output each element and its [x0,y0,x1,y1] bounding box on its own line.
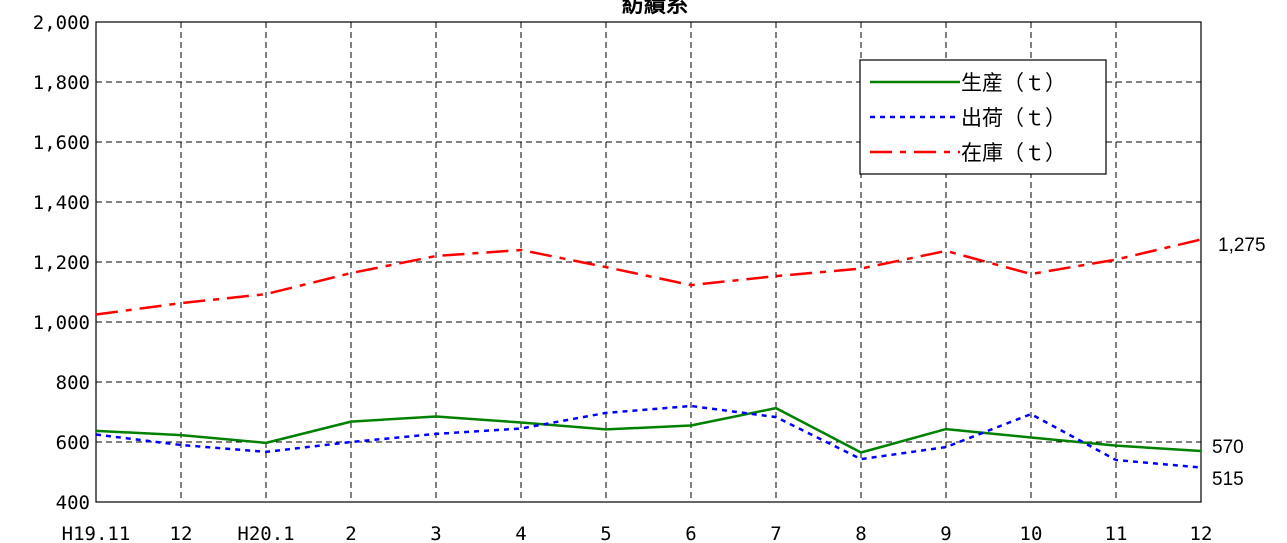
y-tick-label: 800 [56,372,90,394]
y-tick-label: 400 [56,492,90,514]
chart-title: 紡績糸 [622,0,688,18]
legend-label: 在庫（ｔ） [961,141,1066,165]
x-tick-label: 12 [170,523,193,543]
end-value-label: 1,275 [1218,235,1266,256]
x-tick-label: H20.1 [237,523,294,543]
series-lines [95,238,1202,469]
y-tick-label: 2,000 [33,12,90,34]
x-tick-label: 10 [1020,523,1043,543]
x-tick-label: 3 [430,523,441,543]
y-tick-label: 1,600 [33,132,90,154]
plot-border [95,21,1202,503]
y-axis-ticks: 400 600 800 1,000 1,200 1,400 1,600 1,800 2,000 [33,12,90,514]
y-tick-label: 1,000 [33,312,90,334]
y-tick-label: 1,200 [33,252,90,274]
grid-lines [96,22,1201,502]
x-tick-label: 12 [1190,523,1213,543]
legend-label: 生産（ｔ） [961,71,1066,95]
x-tick-label: 6 [685,523,696,543]
x-tick-label: 11 [1105,523,1128,543]
y-tick-label: 1,400 [33,192,90,214]
x-tick-label: 2 [345,523,356,543]
legend-label: 出荷（ｔ） [961,106,1066,130]
series-line-1 [95,406,1202,454]
end-value-label: 515 [1212,469,1244,490]
series-line-3 [95,238,1202,316]
plot-frame [95,21,1202,503]
x-tick-label: 4 [515,523,526,543]
x-tick-label: 5 [600,523,611,543]
x-tick-label: 9 [940,523,951,543]
end-value-labels: 570 515 1,275 [1212,235,1266,490]
series-line-2 [95,404,1202,469]
x-tick-label: 8 [855,523,866,543]
y-tick-label: 600 [56,432,90,454]
legend: 生産（ｔ） 出荷（ｔ） 在庫（ｔ） [859,59,1107,175]
x-axis-ticks: H19.11 12 H20.1 2 3 4 5 6 7 8 9 10 11 12 [62,523,1213,543]
y-tick-label: 1,800 [33,72,90,94]
x-tick-label: 7 [770,523,781,543]
end-value-label: 570 [1212,437,1244,458]
x-tick-label: H19.11 [62,523,131,543]
